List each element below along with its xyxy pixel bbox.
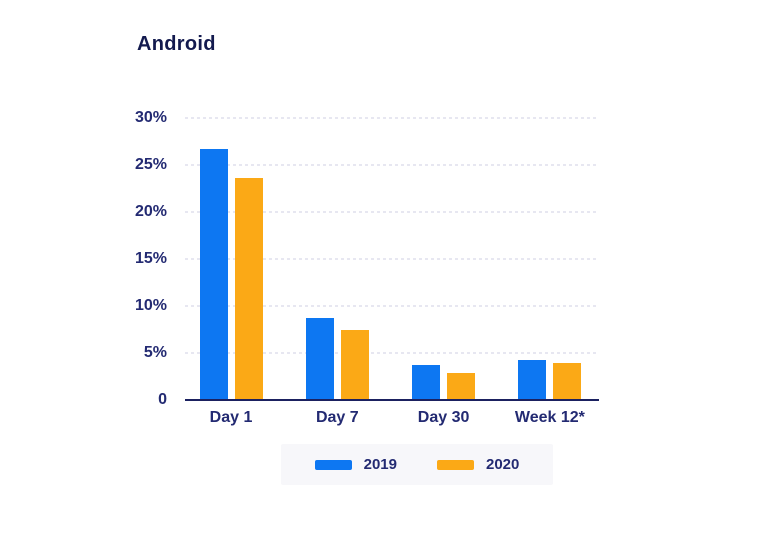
gridline-10 [185, 305, 599, 307]
y-tick-label-25: 25% [134, 156, 167, 173]
bar-2019-day-7 [305, 318, 334, 399]
legend-item-2019: 2019 [314, 456, 397, 473]
gridline-30 [185, 117, 599, 119]
bar-2019-week-12 [518, 360, 547, 399]
y-tick-label-10: 10% [134, 297, 167, 314]
x-category-label-day-7: Day 7 [315, 409, 359, 426]
legend-swatch-2019 [314, 459, 352, 470]
legend-swatch-2020 [437, 459, 474, 470]
y-tick-label-0: 0 [158, 391, 167, 408]
y-tick-label-30: 30% [134, 109, 167, 126]
y-tick-label-5: 5% [143, 344, 167, 361]
legend-item-2020: 2020 [437, 456, 519, 473]
gridline-15 [185, 258, 599, 260]
bar-2019-day-30 [412, 365, 441, 399]
x-category-label-week-12: Week 12* [514, 409, 585, 426]
x-category-label-day-1: Day 1 [209, 409, 253, 426]
chart-title: Android [137, 33, 216, 55]
bar-2020-day-30 [447, 373, 476, 399]
x-axis-line [185, 399, 599, 401]
x-category-label-day-30: Day 30 [417, 409, 470, 426]
y-tick-label-20: 20% [134, 203, 167, 220]
gridline-5 [185, 352, 599, 354]
legend-label-2019: 2019 [363, 456, 397, 473]
legend-label-2020: 2020 [486, 456, 520, 473]
plot-area [185, 117, 599, 401]
legend: 2019 2020 [281, 444, 553, 485]
bar-2020-day-7 [340, 330, 369, 399]
bar-2020-day-1 [234, 178, 263, 399]
bar-2019-day-1 [199, 149, 228, 399]
gridline-25 [185, 164, 599, 166]
legend-items: 2019 2020 [314, 456, 519, 473]
y-tick-label-15: 15% [134, 250, 167, 267]
gridline-20 [185, 211, 599, 213]
bar-2020-week-12 [553, 363, 582, 399]
